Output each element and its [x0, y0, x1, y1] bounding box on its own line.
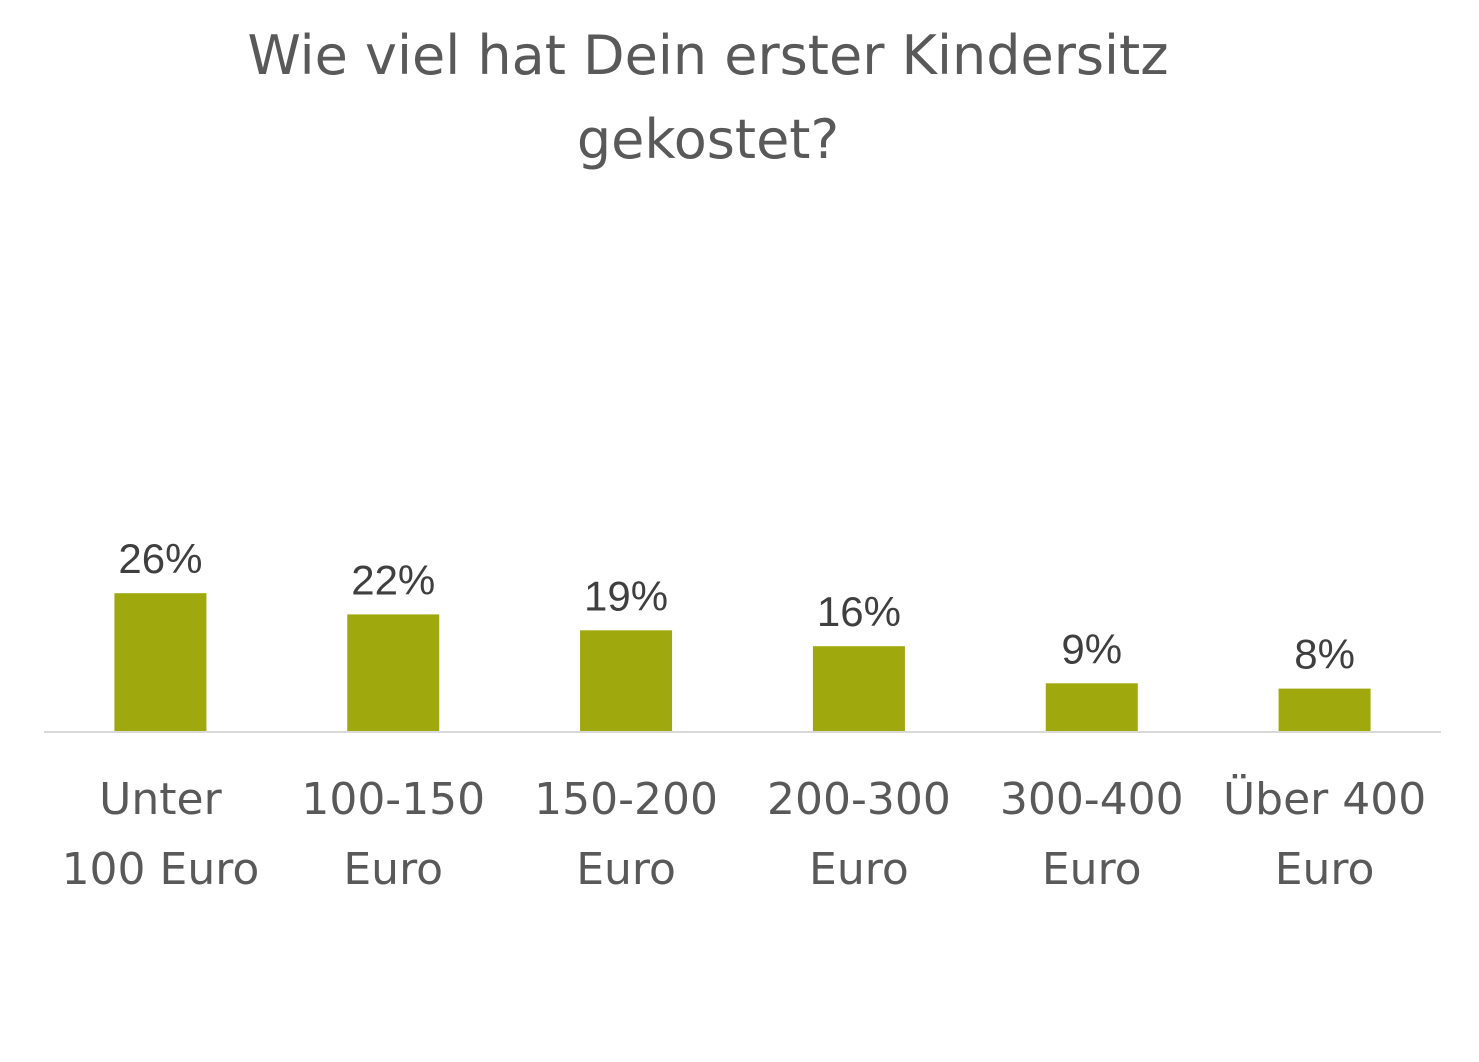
- value-label-group: 26% 22% 19% 16% 9% 8%: [118, 535, 1355, 677]
- x-tick-label: Unter: [99, 774, 222, 825]
- bar: [1045, 683, 1138, 731]
- bar: [1278, 688, 1371, 731]
- x-tick-label: Euro: [343, 844, 443, 895]
- bar: [812, 646, 905, 731]
- bar: [347, 614, 440, 731]
- category-label-group: Unter 100 Euro 100-150 Euro 150-200 Euro 200-3…: [62, 773, 1427, 895]
- data-label: 19%: [584, 572, 668, 619]
- bar: [580, 630, 673, 731]
- x-tick-label: Über 400: [1223, 773, 1426, 825]
- data-label: 16%: [817, 588, 901, 635]
- data-label: 26%: [118, 535, 202, 582]
- x-tick-label: Euro: [809, 844, 909, 895]
- data-label: 8%: [1294, 631, 1355, 678]
- x-tick-label: 100-150: [301, 774, 485, 825]
- data-label: 9%: [1061, 625, 1122, 672]
- x-tick-label: 200-300: [767, 774, 951, 825]
- chart-title: Wie viel hat Dein erster Kindersitz geko…: [0, 14, 1416, 182]
- chart-title-line-2: gekostet?: [576, 108, 840, 171]
- x-tick-label: 100 Euro: [62, 844, 260, 895]
- x-tick-label: Euro: [1042, 844, 1142, 895]
- x-tick-label: Euro: [1275, 844, 1375, 895]
- chart-title-line-1: Wie viel hat Dein erster Kindersitz: [247, 24, 1169, 87]
- x-tick-label: 150-200: [534, 774, 718, 825]
- x-tick-label: Euro: [576, 844, 676, 895]
- x-tick-label: 300-400: [1000, 774, 1184, 825]
- bar: [114, 593, 207, 731]
- bar-group: [114, 593, 1371, 731]
- data-label: 22%: [351, 556, 435, 603]
